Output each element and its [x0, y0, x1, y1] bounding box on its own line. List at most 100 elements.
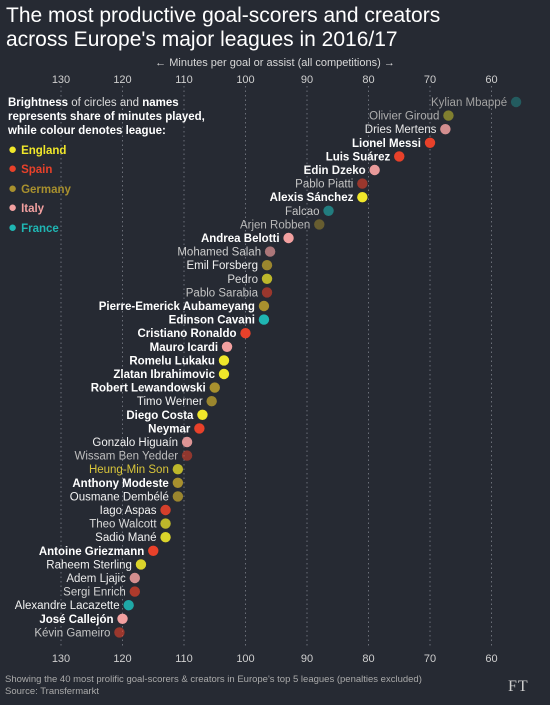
legend-note: Brightness of circles and names represen… — [8, 96, 208, 138]
legend-word-names: names — [142, 97, 179, 109]
legend-label: England — [21, 145, 67, 157]
legend-dot-icon: ● — [8, 160, 18, 178]
point-label: Pablo Sarabia — [186, 287, 259, 299]
point-label: Emil Forsberg — [186, 260, 258, 272]
x-tick-label-top: 110 — [175, 74, 193, 86]
legend-label: Germany — [21, 183, 71, 196]
x-tick-label-top: 130 — [52, 74, 70, 86]
data-point — [181, 450, 193, 461]
x-tick-label-bottom: 90 — [301, 653, 313, 665]
point-label: Heung-Min Son — [89, 464, 169, 476]
point-label: Kylian Mbappé — [431, 97, 507, 109]
point-label: Cristiano Ronaldo — [137, 328, 236, 340]
legend-dot-icon: ● — [8, 141, 18, 158]
x-tick-label-bottom: 130 — [52, 653, 70, 665]
legend-label: France — [21, 222, 59, 235]
data-point — [206, 396, 217, 407]
x-axis-caption: ← Minutes per goal or assist (all compet… — [155, 57, 395, 69]
x-tick-label-bottom: 60 — [485, 653, 497, 665]
point-label: Alexis Sánchez — [270, 192, 354, 204]
data-point — [218, 368, 230, 380]
x-tick-label-top: 90 — [301, 74, 313, 86]
ft-logo: FT — [508, 678, 529, 695]
x-tick-label-bottom: 100 — [236, 653, 254, 665]
data-point — [221, 341, 233, 352]
data-point — [160, 518, 171, 529]
point-label: Mohamed Salah — [177, 247, 261, 259]
point-label: Gonzalo Higuaín — [92, 437, 178, 449]
x-tick-label-top: 100 — [236, 74, 254, 86]
point-label: Ousmane Dembélé — [70, 491, 169, 503]
legend-dot-icon: ● — [8, 179, 18, 197]
data-point — [357, 178, 368, 189]
data-point — [117, 613, 128, 624]
point-label: Falcao — [285, 206, 320, 218]
title-line-2: across Europe's major leagues in 2016/17 — [6, 28, 398, 51]
data-point — [172, 477, 184, 488]
point-label: Arjen Robben — [240, 219, 310, 231]
point-label: Luis Suárez — [326, 151, 391, 163]
x-tick-label-bottom: 70 — [424, 653, 436, 665]
data-point — [129, 572, 140, 584]
data-point — [129, 586, 140, 597]
legend-label: Spain — [21, 164, 53, 177]
data-point — [261, 273, 273, 284]
point-label: Robert Lewandowski — [91, 383, 206, 395]
data-point — [172, 491, 184, 502]
point-label: Zlatan Ibrahimovic — [113, 369, 215, 381]
point-label: Edin Dzeko — [304, 165, 366, 177]
legend-item-germany: ● Germany — [8, 180, 208, 199]
point-label: Pierre-Emerick Aubameyang — [99, 301, 255, 313]
point-label: Alexandre Lacazette — [15, 600, 120, 612]
point-label: Theo Walcott — [89, 519, 157, 531]
legend-dot-icon: ● — [8, 218, 18, 236]
point-label: Antoine Griezmann — [39, 546, 144, 558]
data-point — [258, 300, 270, 312]
point-label: Neymar — [148, 423, 191, 435]
x-tick-label-top: 70 — [424, 74, 436, 86]
legend-text-a: of circles and — [68, 97, 143, 109]
point-label: Edinson Cavani — [169, 315, 255, 327]
data-point — [209, 382, 220, 393]
point-label: Dries Mertens — [365, 124, 437, 136]
point-label: Raheem Sterling — [46, 559, 132, 571]
data-point — [123, 600, 134, 611]
data-point — [197, 409, 208, 420]
data-point — [443, 110, 454, 121]
footer-note: Showing the 40 most prolific goal-scorer… — [5, 674, 422, 685]
point-label: Timo Werner — [137, 396, 203, 408]
data-point — [369, 164, 380, 176]
data-point — [357, 192, 368, 203]
data-point — [135, 559, 147, 570]
point-label: Iago Aspas — [100, 505, 157, 517]
legend-label: Italy — [21, 203, 45, 216]
point-label: Romelu Lukaku — [129, 355, 215, 367]
data-point — [261, 260, 273, 271]
point-label: Pedro — [227, 274, 258, 286]
data-point — [181, 436, 193, 448]
data-point — [114, 627, 125, 638]
x-tick-label-top: 80 — [362, 74, 374, 86]
legend-text-b: represents share of minutes played, whil… — [8, 111, 205, 137]
legend: Brightness of circles and names represen… — [8, 96, 208, 238]
data-point — [240, 328, 251, 339]
legend-item-england: ● England — [8, 141, 208, 160]
data-point — [258, 314, 270, 325]
data-point — [394, 151, 405, 162]
point-label: Pablo Piatti — [295, 179, 353, 191]
title-line-1: The most productive goal-scorers and cre… — [6, 4, 441, 27]
chart-title: The most productive goal-scorers and cre… — [6, 4, 546, 52]
data-point — [160, 532, 171, 543]
data-point — [424, 137, 436, 148]
point-label: Diego Costa — [126, 410, 194, 422]
data-point — [172, 464, 184, 475]
point-label: Adem Ljajic — [66, 573, 126, 585]
data-point — [148, 545, 159, 556]
point-label: Andrea Belotti — [201, 233, 280, 245]
data-point — [323, 205, 334, 216]
data-point — [510, 96, 522, 108]
data-point — [440, 124, 451, 135]
point-label: José Callejón — [39, 614, 113, 626]
data-point — [160, 504, 171, 516]
